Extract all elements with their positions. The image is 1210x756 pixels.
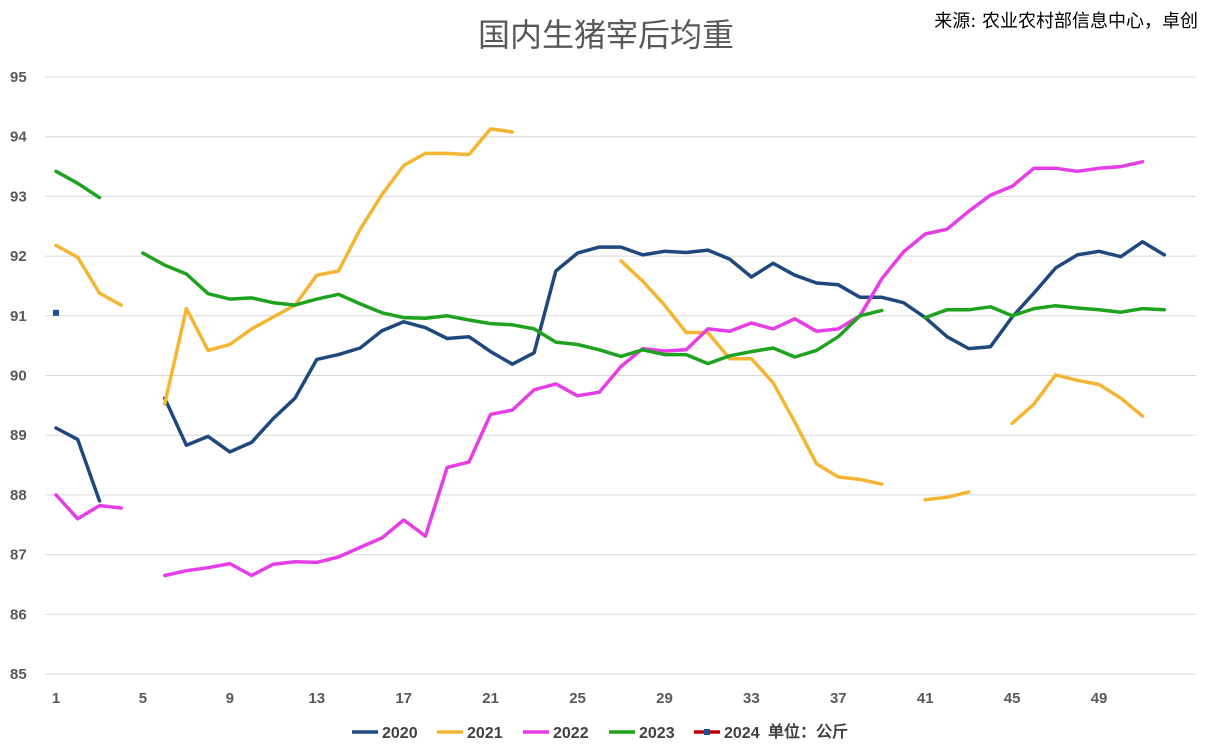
series-lines	[53, 127, 1167, 578]
x-tick-label: 49	[1091, 690, 1108, 707]
x-tick-label: 17	[395, 690, 412, 707]
y-tick-label: 95	[10, 69, 27, 86]
y-axis-ticks: 85 86 87 88 89 90 91 92 93 94 95	[10, 69, 27, 683]
series-line	[1010, 373, 1145, 426]
chart-title: 国内生猪宰后均重	[478, 16, 734, 54]
y-tick-label: 87	[10, 547, 27, 564]
series-line	[923, 490, 971, 502]
series-point	[53, 309, 59, 316]
legend-marker	[704, 729, 710, 735]
legend-label: 2023	[639, 725, 675, 742]
x-axis-ticks: 1 5 9 13 17 21 25 29 33 37 41 45 49	[52, 690, 1108, 707]
series-line	[54, 243, 123, 307]
series-line	[162, 240, 1167, 454]
legend-label: 2021	[467, 725, 503, 742]
x-tick-label: 41	[917, 690, 934, 707]
series-line	[54, 169, 102, 200]
y-tick-label: 85	[10, 666, 27, 683]
x-tick-label: 9	[226, 690, 234, 707]
series-2020	[54, 240, 1167, 503]
chart-source: 来源: 农业农村部信息中心，卓创	[934, 11, 1198, 32]
x-tick-label: 21	[482, 690, 499, 707]
x-tick-label: 25	[569, 690, 586, 707]
series-2024	[53, 309, 59, 316]
x-tick-label: 37	[830, 690, 847, 707]
series-2022	[54, 160, 1145, 578]
y-tick-label: 93	[10, 188, 27, 205]
legend-label: 2022	[553, 725, 589, 742]
x-tick-label: 33	[743, 690, 760, 707]
y-tick-label: 92	[10, 248, 27, 265]
series-line	[141, 251, 884, 366]
y-tick-label: 91	[10, 308, 27, 325]
legend: 2020 2021 2022 2023 2024	[352, 725, 760, 742]
y-tick-label: 89	[10, 427, 27, 444]
y-tick-label: 88	[10, 487, 27, 504]
series-line	[923, 303, 1167, 320]
series-line	[54, 493, 123, 521]
legend-label: 2020	[382, 725, 418, 742]
x-tick-label: 1	[52, 690, 60, 707]
y-tick-label: 86	[10, 606, 27, 623]
x-tick-label: 29	[656, 690, 673, 707]
x-tick-label: 45	[1004, 690, 1021, 707]
series-line	[162, 160, 1145, 578]
series-2021	[54, 127, 1145, 502]
x-tick-label: 13	[308, 690, 325, 707]
y-tick-label: 90	[10, 368, 27, 385]
series-line	[619, 259, 884, 486]
y-tick-label: 94	[10, 129, 27, 146]
grid-lines	[45, 76, 1196, 675]
legend-label: 2024	[724, 725, 760, 742]
x-tick-label: 5	[139, 690, 147, 707]
unit-label: 单位：公斤	[768, 722, 848, 741]
series-2023	[54, 169, 1167, 366]
series-line	[54, 426, 102, 503]
series-line	[162, 127, 515, 406]
